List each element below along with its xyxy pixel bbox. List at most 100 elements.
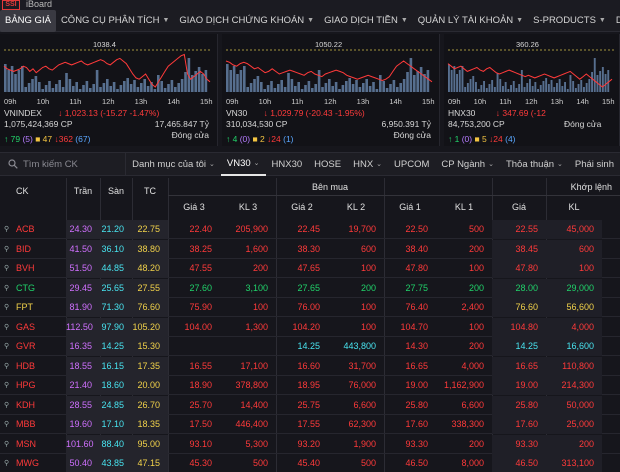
column-header-g[interactable]: Giá (511, 202, 526, 212)
column-header-kl1[interactable]: KL 1 (454, 202, 474, 212)
pin-icon[interactable]: ⚲ (4, 265, 10, 272)
volume-bar (472, 76, 475, 92)
cell-ck[interactable]: MWG (16, 458, 39, 468)
index-volume: 1,075,424,369 CP (4, 119, 73, 129)
menu-item-3[interactable]: GIAO DỊCH TIỀN ▼ (319, 10, 413, 32)
table-row[interactable]: ⚲ HDB 18.55 16.15 17.35 16.55 17,100 16.60 31,70… (0, 356, 620, 376)
cell-kl2: 1,900 (353, 438, 376, 449)
table-row[interactable]: ⚲ ACB 24.30 21.20 22.75 22.40 205,900 22.45 19,7… (0, 220, 620, 239)
menu-item-5[interactable]: S-PRODUCTS ▼ (528, 10, 611, 32)
menu-item-2[interactable]: GIAO DỊCH CHỨNG KHOÁN ▼ (174, 10, 319, 32)
volume-bar (499, 79, 502, 92)
index-panel-vn30[interactable]: 09h 10h 11h 12h 13h 14h 15h 1050.22 VN30 ↓ 1,029… (222, 34, 440, 146)
volume-bar (574, 88, 577, 92)
filter-tab-hnx30[interactable]: HNX30 (266, 152, 309, 176)
column-header-g3[interactable]: Giá 3 (183, 202, 205, 212)
column-divider (276, 178, 277, 472)
index-panel-hnx30[interactable]: 09h 10h 11h 12h 13h 14h 15h 360.26 HNX30 ↓ 347.6… (444, 34, 620, 146)
table-row[interactable]: ⚲ MWG 50.40 43.85 47.15 45.30 500 45.40 500 46.50… (0, 454, 620, 472)
pin-icon[interactable]: ⚲ (4, 304, 10, 311)
pin-icon[interactable]: ⚲ (4, 421, 10, 428)
column-header-san[interactable]: Sàn (107, 186, 124, 196)
ssi-logo: SSI (2, 0, 20, 10)
pin-icon[interactable]: ⚲ (4, 362, 10, 370)
pin-icon[interactable]: ⚲ (4, 284, 10, 292)
volume-bar (180, 79, 184, 92)
filter-tab-danh-mục-của-tôi[interactable]: Danh mục của tôi ⌄ (126, 152, 221, 176)
cell-ck[interactable]: MBB (16, 419, 36, 429)
menu-item-4[interactable]: QUẢN LÝ TÀI KHOẢN ▼ (413, 10, 528, 32)
cell-ck[interactable]: HDB (16, 360, 36, 371)
volume-bar (402, 79, 406, 92)
menu-item-6[interactable]: DỊCH VỤ HỖ TRỢ▼ (611, 10, 620, 32)
table-row[interactable]: ⚲ GVR 16.35 14.25 15.30 14.25 443,800 14.30 200 1… (0, 337, 620, 356)
cell-ck[interactable]: FPT (16, 302, 33, 312)
volume-bar (273, 88, 277, 92)
table-row[interactable]: ⚲ CTG 29.45 25.65 27.55 27.60 3,100 27.65 200 27.… (0, 278, 620, 298)
volume-bar (146, 86, 150, 92)
pin-icon[interactable]: ⚲ (4, 440, 10, 448)
pin-icon[interactable]: ⚲ (4, 460, 10, 467)
pin-icon[interactable]: ⚲ (4, 245, 10, 253)
table-row[interactable]: ⚲ BID 41.50 36.10 38.80 38.25 1,600 38.30 600 38.… (0, 239, 620, 259)
column-header-g1[interactable]: Giá 1 (399, 202, 421, 212)
filter-tab-hose[interactable]: HOSE (308, 152, 347, 176)
column-header-kl3[interactable]: KL 3 (238, 202, 258, 212)
index-name-row: VNINDEX ↓ 1,023.13 (-15.27 -1.47%) (4, 108, 159, 118)
cell-kl1: 200 (468, 341, 484, 351)
search-input[interactable]: Tìm kiếm CK (0, 152, 127, 176)
cell-ck[interactable]: GAS (16, 321, 36, 332)
filter-tab-hnx[interactable]: HNX ⌄ (347, 152, 388, 176)
cell-g1: 104.70 (400, 321, 428, 332)
pin-icon[interactable]: ⚲ (4, 401, 10, 409)
cell-ck[interactable]: MSN (16, 438, 36, 449)
menu-item-label: DỊCH VỤ HỖ TRỢ (615, 14, 620, 26)
pin-icon[interactable]: ⚲ (4, 323, 10, 331)
advancers-count: ↑ 79 (4, 134, 21, 144)
volume-bar (253, 79, 256, 92)
cell-ck[interactable]: BID (16, 243, 32, 254)
pin-icon[interactable]: ⚲ (4, 226, 10, 233)
volume-bar (379, 75, 382, 92)
pin-icon[interactable]: ⚲ (4, 382, 10, 389)
filter-tab-vn30[interactable]: VN30 ⌄ (220, 152, 266, 176)
cell-kl: 56,600 (546, 298, 602, 317)
table-row[interactable]: ⚲ HPG 21.40 18.60 20.00 18.90 378,800 18.95 76,0… (0, 376, 620, 395)
cell-ck[interactable]: GVR (16, 341, 36, 351)
cell-ck[interactable]: ACB (16, 224, 35, 234)
table-row[interactable]: ⚲ MSN 101.60 88.40 95.00 93.10 5,300 93.20 1,900… (0, 434, 620, 454)
cell-tc: 76.60 (132, 298, 168, 317)
cell-ck[interactable]: BVH (16, 263, 35, 273)
volume-bar (466, 83, 469, 92)
table-row[interactable]: ⚲ BVH 51.50 44.85 48.20 47.55 200 47.65 100 47.80… (0, 259, 620, 278)
table-row[interactable]: ⚲ GAS 112.50 97.90 105.20 104.00 1,300 104.20 10… (0, 317, 620, 337)
cell-tc: 17.35 (132, 356, 168, 376)
index-value: 6,950.391 Tỷ (381, 119, 431, 129)
column-header-g2[interactable]: Giá 2 (291, 202, 313, 212)
filter-tab-phái-sinh[interactable]: Phái sinh (569, 152, 620, 176)
table-row[interactable]: ⚲ MBB 19.60 17.10 18.35 17.50 446,400 17.55 62,3… (0, 415, 620, 434)
index-panel-vnindex[interactable]: 09h 10h 11h 12h 13h 14h 15h 1038.4 VNINDEX ↓ 1,0… (0, 34, 218, 146)
cell-g: 38.45 (492, 239, 546, 259)
table-row[interactable]: ⚲ FPT 81.90 71.30 76.60 75.90 100 76.00 100 76.40… (0, 298, 620, 317)
cell-san: 97.90 (100, 317, 132, 337)
cell-ck[interactable]: KDH (16, 399, 36, 410)
filter-tab-thỏa-thuận[interactable]: Thỏa thuận ⌄ (500, 152, 569, 176)
menu-item-1[interactable]: CÔNG CỤ PHÂN TÍCH ▼ (56, 10, 174, 32)
column-header-tc[interactable]: TC (144, 186, 156, 196)
column-header-tran[interactable]: Trần (73, 186, 93, 196)
filter-tab-cp-ngành[interactable]: CP Ngành ⌄ (435, 152, 500, 176)
filter-tab-upcom[interactable]: UPCOM (388, 152, 435, 176)
price-line (3, 53, 211, 88)
column-header-ck[interactable]: CK (16, 186, 29, 196)
column-header-kl2[interactable]: KL 2 (346, 202, 366, 212)
cell-ck[interactable]: HPG (16, 380, 36, 390)
column-header-kl[interactable]: KL (568, 202, 580, 212)
volume-bar (564, 82, 566, 92)
cell-ck[interactable]: CTG (16, 282, 35, 293)
cell-tc: 27.55 (132, 278, 168, 298)
table-row[interactable]: ⚲ KDH 28.55 24.85 26.70 25.70 14,400 25.75 6,600… (0, 395, 620, 415)
cell-kl1: 2,400 (461, 302, 484, 312)
pin-icon[interactable]: ⚲ (4, 343, 10, 350)
menu-item-0[interactable]: BẢNG GIÁ (0, 9, 56, 32)
